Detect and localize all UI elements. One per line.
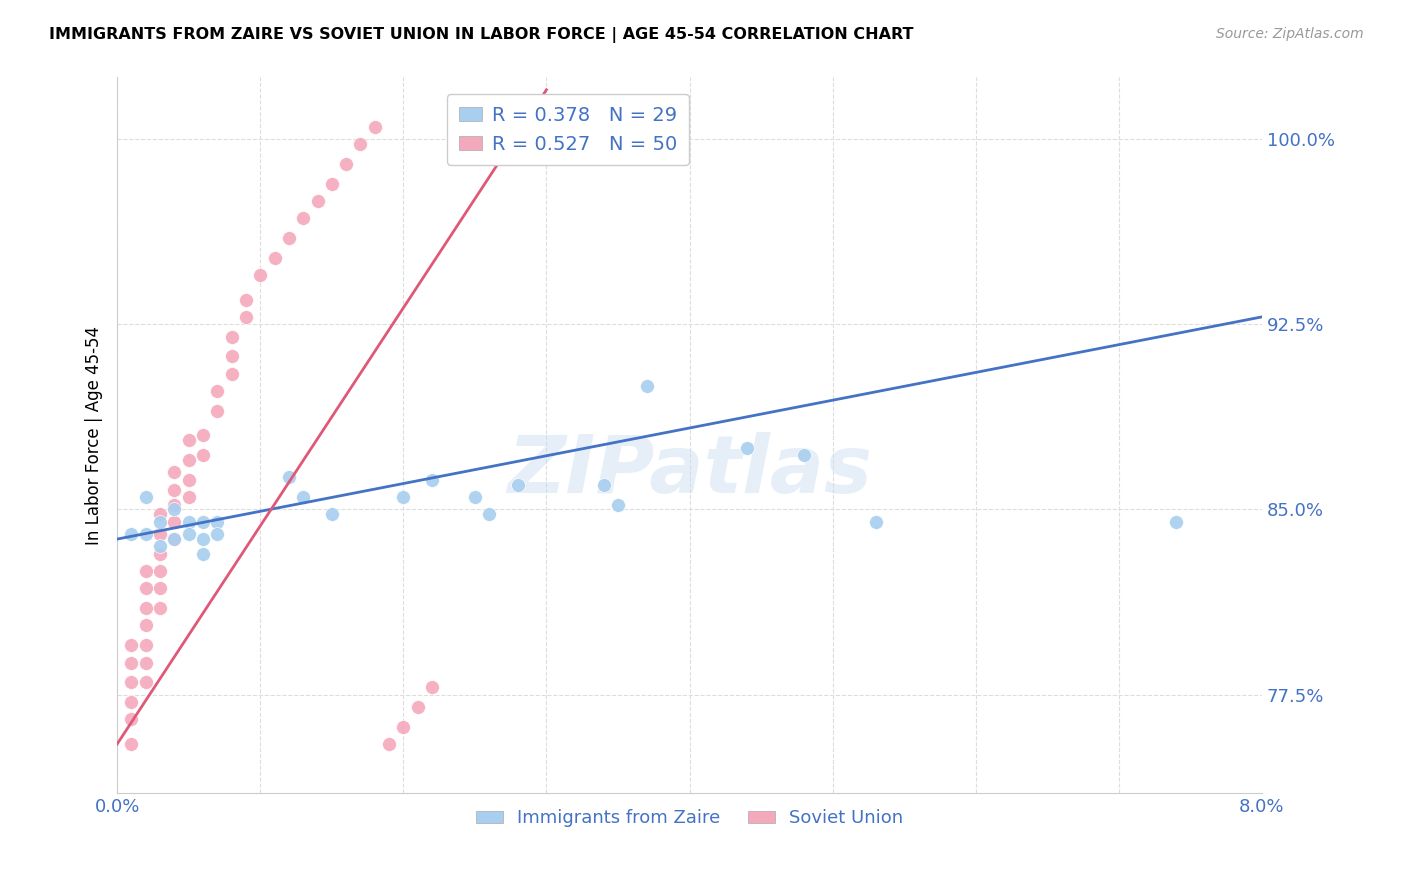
Point <box>149 547 172 561</box>
Point <box>135 675 157 690</box>
Point <box>235 310 257 324</box>
Text: ZIPatlas: ZIPatlas <box>508 433 872 510</box>
Point <box>207 403 229 417</box>
Point <box>307 194 329 208</box>
Point <box>121 675 143 690</box>
Point <box>121 656 143 670</box>
Point <box>149 564 172 578</box>
Point <box>149 540 172 554</box>
Point <box>420 473 443 487</box>
Point <box>221 329 243 343</box>
Point <box>121 737 143 751</box>
Point <box>121 638 143 652</box>
Point <box>292 211 315 226</box>
Point <box>163 483 186 497</box>
Point <box>349 137 371 152</box>
Point <box>277 231 299 245</box>
Text: IMMIGRANTS FROM ZAIRE VS SOVIET UNION IN LABOR FORCE | AGE 45-54 CORRELATION CHA: IMMIGRANTS FROM ZAIRE VS SOVIET UNION IN… <box>49 27 914 43</box>
Point <box>135 582 157 596</box>
Point <box>277 470 299 484</box>
Point <box>406 700 429 714</box>
Point <box>235 293 257 307</box>
Point <box>793 448 815 462</box>
Point <box>191 532 214 546</box>
Point <box>163 502 186 516</box>
Point <box>121 712 143 726</box>
Point <box>135 656 157 670</box>
Point <box>263 251 285 265</box>
Point <box>420 680 443 694</box>
Point <box>149 508 172 522</box>
Point <box>163 532 186 546</box>
Point <box>135 601 157 615</box>
Point <box>177 515 200 529</box>
Point <box>191 448 214 462</box>
Point <box>249 268 271 282</box>
Point <box>321 508 343 522</box>
Legend: Immigrants from Zaire, Soviet Union: Immigrants from Zaire, Soviet Union <box>468 802 911 834</box>
Point <box>191 547 214 561</box>
Point <box>207 515 229 529</box>
Point <box>392 490 415 504</box>
Point <box>177 434 200 448</box>
Point <box>149 601 172 615</box>
Point <box>865 515 887 529</box>
Point <box>121 695 143 709</box>
Point <box>207 384 229 398</box>
Point <box>135 618 157 632</box>
Point <box>735 441 758 455</box>
Point <box>177 473 200 487</box>
Point <box>1164 515 1187 529</box>
Point <box>149 515 172 529</box>
Point <box>149 527 172 541</box>
Point <box>506 477 529 491</box>
Point <box>221 367 243 381</box>
Point <box>321 177 343 191</box>
Point <box>135 490 157 504</box>
Point <box>135 564 157 578</box>
Point <box>364 120 387 134</box>
Point <box>177 490 200 504</box>
Point <box>207 527 229 541</box>
Point <box>464 490 486 504</box>
Point <box>378 737 401 751</box>
Point <box>191 428 214 442</box>
Point <box>592 477 614 491</box>
Point <box>221 350 243 364</box>
Point <box>121 527 143 541</box>
Point <box>149 582 172 596</box>
Point <box>392 720 415 734</box>
Point <box>163 498 186 512</box>
Point <box>607 498 630 512</box>
Point <box>177 527 200 541</box>
Y-axis label: In Labor Force | Age 45-54: In Labor Force | Age 45-54 <box>86 326 103 545</box>
Point <box>636 379 658 393</box>
Point <box>135 638 157 652</box>
Point <box>335 157 357 171</box>
Point <box>163 532 186 546</box>
Text: Source: ZipAtlas.com: Source: ZipAtlas.com <box>1216 27 1364 41</box>
Point <box>191 515 214 529</box>
Point <box>478 508 501 522</box>
Point <box>292 490 315 504</box>
Point <box>163 515 186 529</box>
Point <box>163 466 186 480</box>
Point <box>135 527 157 541</box>
Point <box>177 453 200 467</box>
